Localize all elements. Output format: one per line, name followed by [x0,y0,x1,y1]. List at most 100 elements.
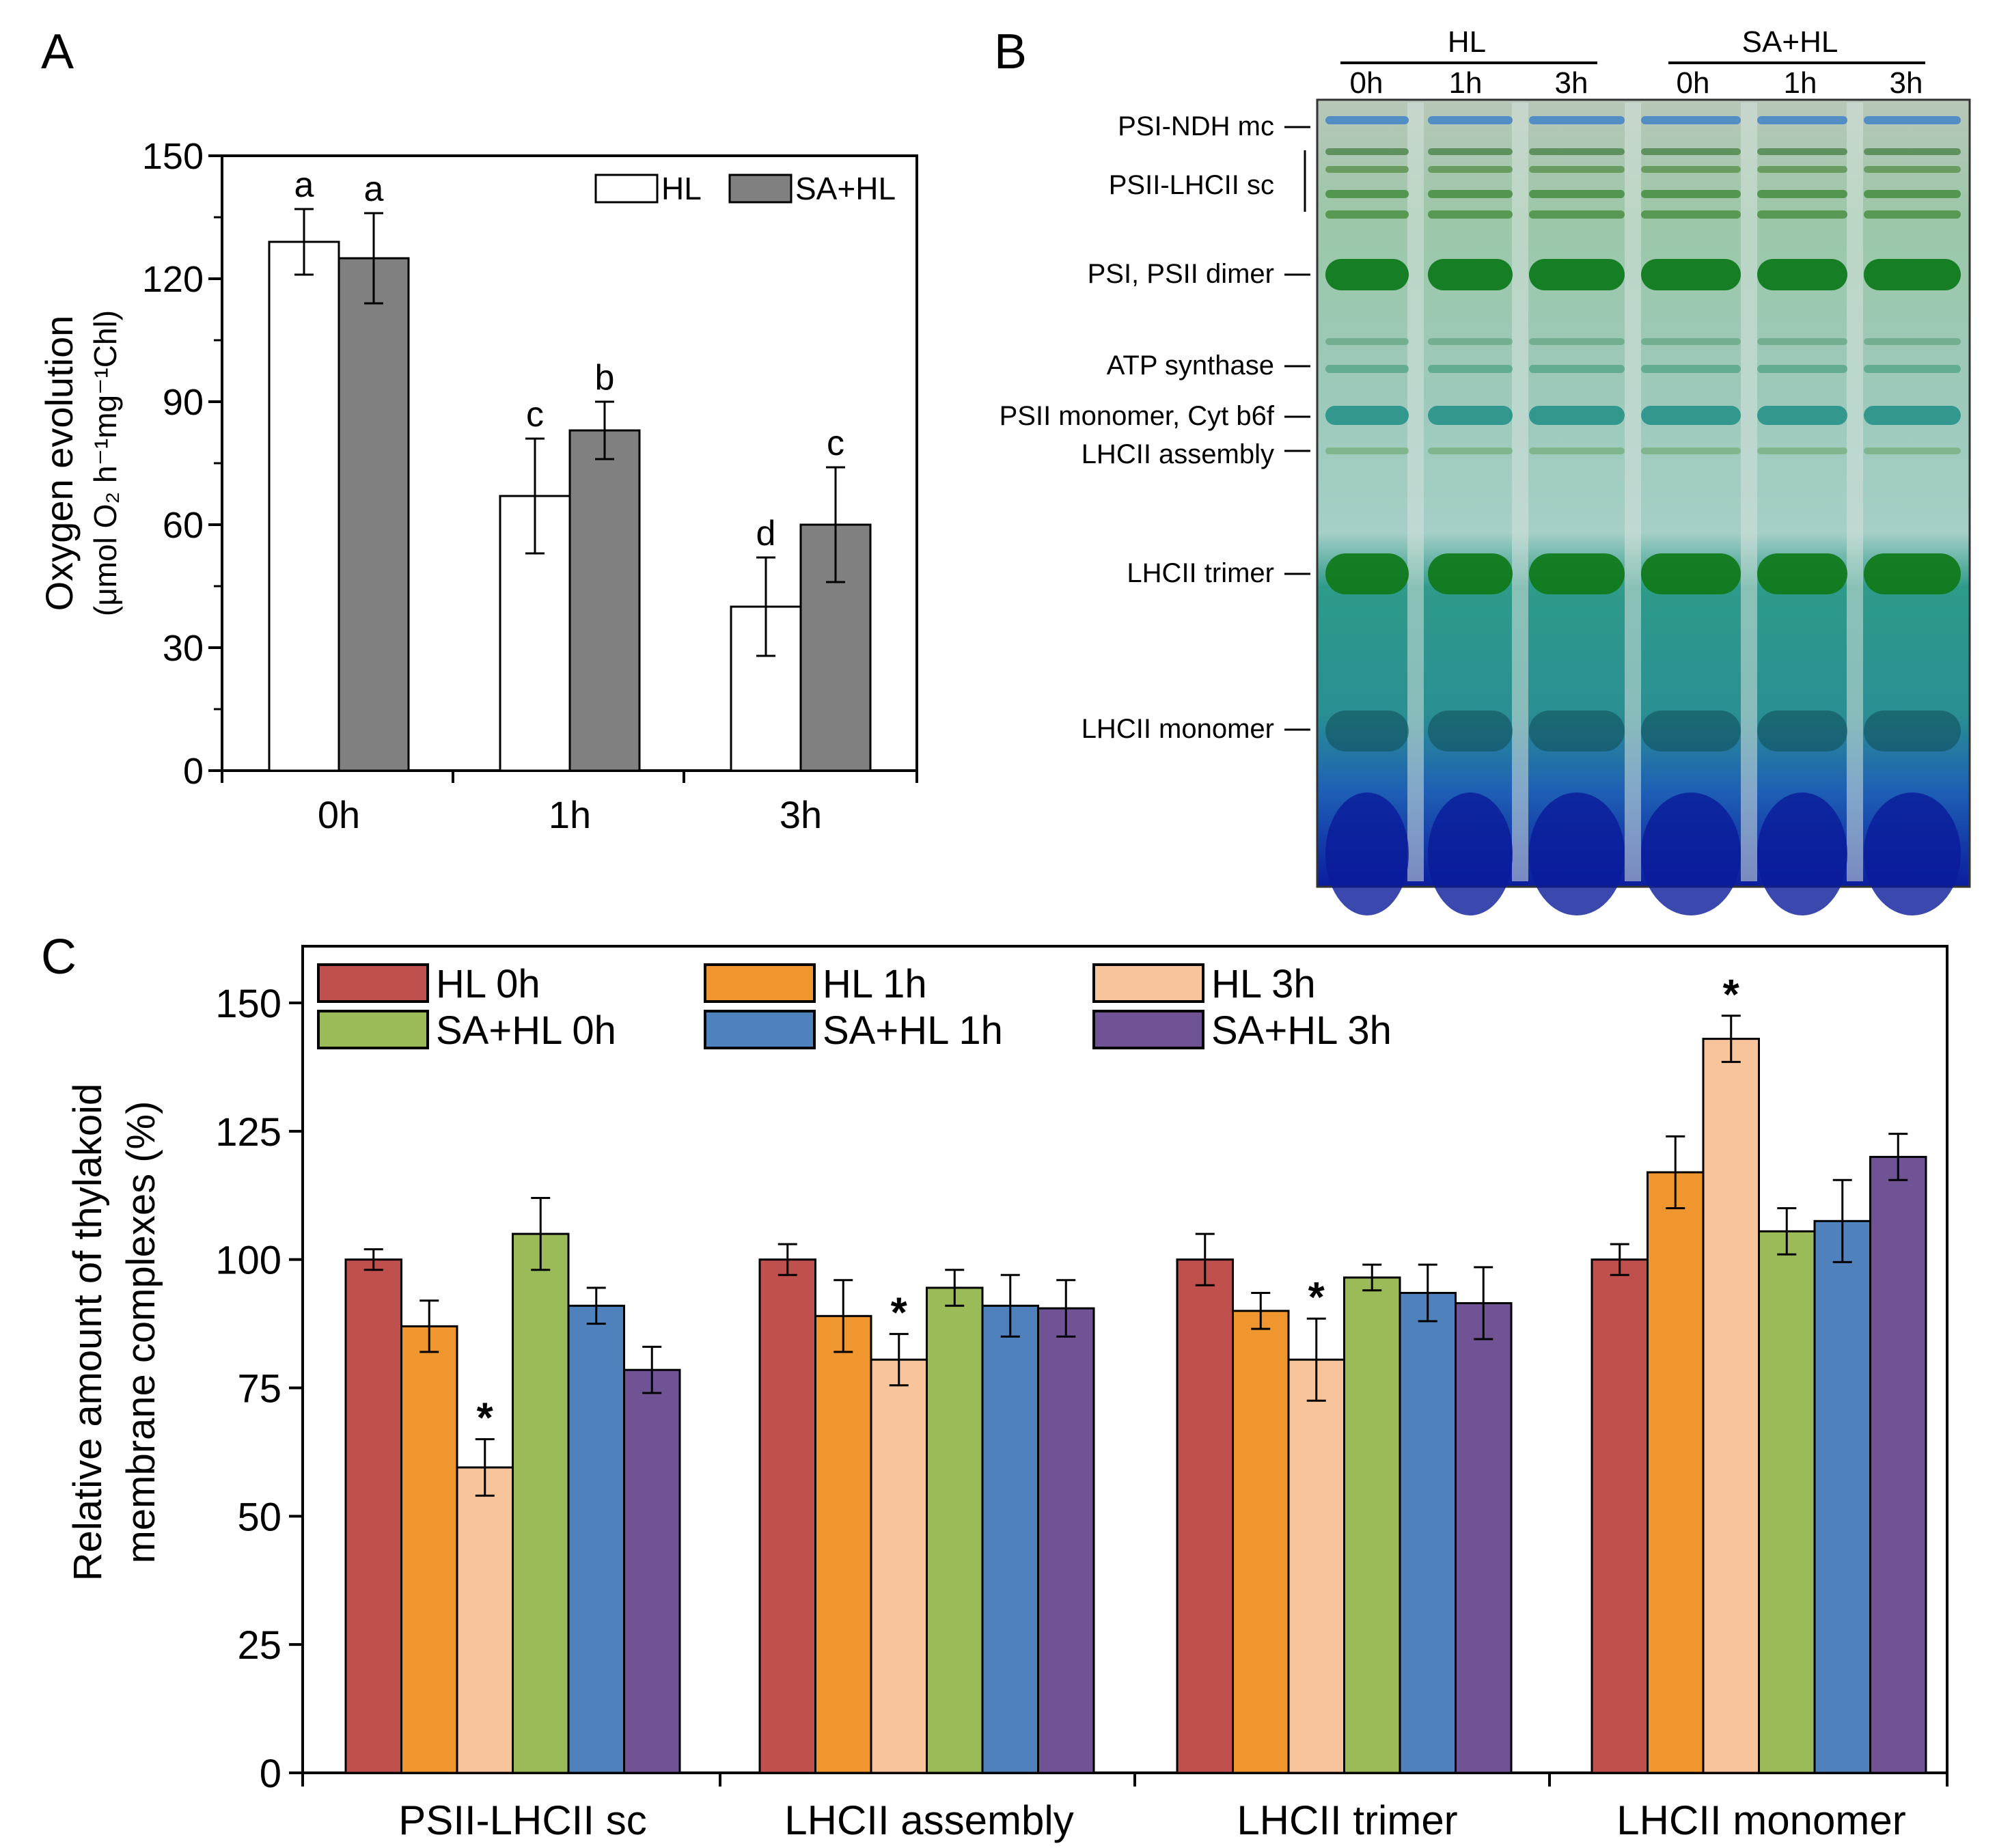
panel-a-ytick-label: 120 [142,259,204,300]
gel-band [1757,711,1847,751]
gel-band [1864,447,1961,454]
panel-c-legend-swatch [317,1010,429,1049]
panel-a-legend: HL SA+HL [594,171,896,206]
panel-c-chart: 0 25 50 75 100 125 150 * * * * PSII-LHCII sc LHCI… [66,945,1948,1843]
panel-c-legend-swatch [1092,963,1204,1003]
gel-band [1864,365,1961,373]
gel-lane-gap [1512,102,1528,881]
gel-band [1325,259,1409,290]
gel-band [1325,148,1409,155]
panel-c-bar [1813,1219,1871,1774]
panel-c-legend-label: HL 3h [1211,962,1316,1006]
gel-band [1325,166,1409,173]
gel-band [1325,210,1409,219]
panel-c-bar [870,1358,928,1774]
panel-a-ytick-label: 60 [163,505,204,546]
panel-c-ylabel-1: Relative amount of thylakoid [66,1084,110,1582]
panel-c-xtick-lhcii-monomer: LHCII monomer [1616,1797,1905,1843]
panel-c-bar [1287,1358,1345,1774]
gel-band [1641,447,1741,454]
gel-lane-label: 1h [1449,66,1483,100]
panel-c-y-axis: 0 25 50 75 100 125 150 [215,982,303,1796]
panel-c-xtick-lhcii-trimer: LHCII trimer [1237,1797,1457,1843]
panel-c-xtick-psii-lhcii: PSII-LHCII sc [398,1797,646,1843]
panel-a-xtick-3h: 3h [780,793,822,836]
gel-band [1529,148,1625,155]
panel-c-bar [1232,1310,1290,1774]
panel-c-bar [1647,1171,1705,1774]
panel-a-ytick-label: 150 [142,136,204,177]
panel-label-a: A [41,25,74,79]
panel-c-bar [814,1314,872,1774]
gel-band [1428,365,1513,373]
panel-c-legend-swatch [704,963,816,1003]
gel-band [1641,365,1741,373]
gel-band [1428,338,1513,345]
gel-band [1325,406,1409,425]
panel-c-legend-swatch [317,963,429,1003]
panel-c-frame [301,945,1948,1774]
panel-c-bar [1343,1276,1401,1774]
panel-c-legend-swatch [1092,1010,1204,1049]
gel-band [1529,447,1625,454]
gel-band [1864,116,1961,124]
gel-band [1757,210,1847,219]
panel-c-legend-swatch [704,1010,816,1049]
band-label-lhcii-trimer: LHCII trimer [1127,558,1274,588]
gel-dye-front [1757,792,1847,915]
panel-c-bar [1702,1038,1760,1774]
gel-band [1428,553,1513,594]
panel-c-bar [1758,1230,1816,1774]
gel-band [1864,338,1961,345]
gel-band [1529,553,1625,594]
band-label-psi-psii-dimer: PSI, PSII dimer [1088,259,1274,289]
panel-c-bar [1869,1155,1927,1774]
panel-a-xtick-0h: 0h [318,793,360,836]
gel-lane-labels: 0h 1h 3h 0h 1h 3h [1350,66,1923,100]
gel-band [1325,447,1409,454]
panel-c-legend-label: SA+HL 1h [823,1008,1003,1053]
panel-c-legend: HL 0h HL 1h HL 3h SA+HL 0h SA+HL 1h SA+HL 3h [317,962,1392,1053]
panel-a-significance-letter: a [364,169,384,209]
gel-band [1325,711,1409,751]
gel-band [1757,365,1847,373]
gel-band [1641,553,1741,594]
panel-c-legend-label: HL 0h [436,962,540,1006]
gel-lane-gap [1741,102,1757,881]
band-label-lhcii-monomer: LHCII monomer [1082,714,1274,744]
panel-c-bars: * * * * [344,971,1927,1774]
gel-band [1529,711,1625,751]
gel-band [1641,190,1741,198]
gel-band [1757,148,1847,155]
gel-band [1529,338,1625,345]
panel-c-legend-label: SA+HL 3h [1211,1008,1392,1053]
gel-band [1325,338,1409,345]
gel-dye-front [1529,792,1625,915]
panel-c-significance-star: * [477,1395,494,1442]
gel-band [1428,210,1513,219]
panel-c-ytick-label: 150 [215,982,281,1026]
panel-a-xtick-1h: 1h [549,793,591,836]
gel-band [1864,210,1961,219]
panel-a-significance-letter: b [595,358,615,398]
gel-band [1529,190,1625,198]
legend-swatch-hl [594,174,659,204]
panel-label-b: B [994,25,1027,79]
panel-c-xtick-lhcii-assembly: LHCII assembly [784,1797,1073,1843]
gel-band [1428,406,1513,425]
gel-dye-front [1864,792,1961,915]
panel-c-bar [926,1286,984,1774]
gel-band [1325,116,1409,124]
gel-band [1529,210,1625,219]
panel-b-gel: HL SA+HL 0h 1h 3h 0h 1h 3h PSI-NDH mc PSII-LH… [1000,25,1971,915]
gel-band [1529,259,1625,290]
panel-a-significance-letter: d [756,514,776,553]
gel-band [1641,166,1741,173]
gel-lane-label: 0h [1350,66,1383,100]
gel-band [1864,553,1961,594]
band-label-atp-synthase: ATP synthase [1107,350,1274,381]
gel-band-labels: PSI-NDH mc PSII-LHCII sc PSI, PSII dimer… [1000,111,1310,744]
panel-a-significance-letter: a [294,165,314,205]
panel-a-significance-letter: c [526,395,544,435]
panel-c-significance-star: * [1308,1274,1325,1321]
